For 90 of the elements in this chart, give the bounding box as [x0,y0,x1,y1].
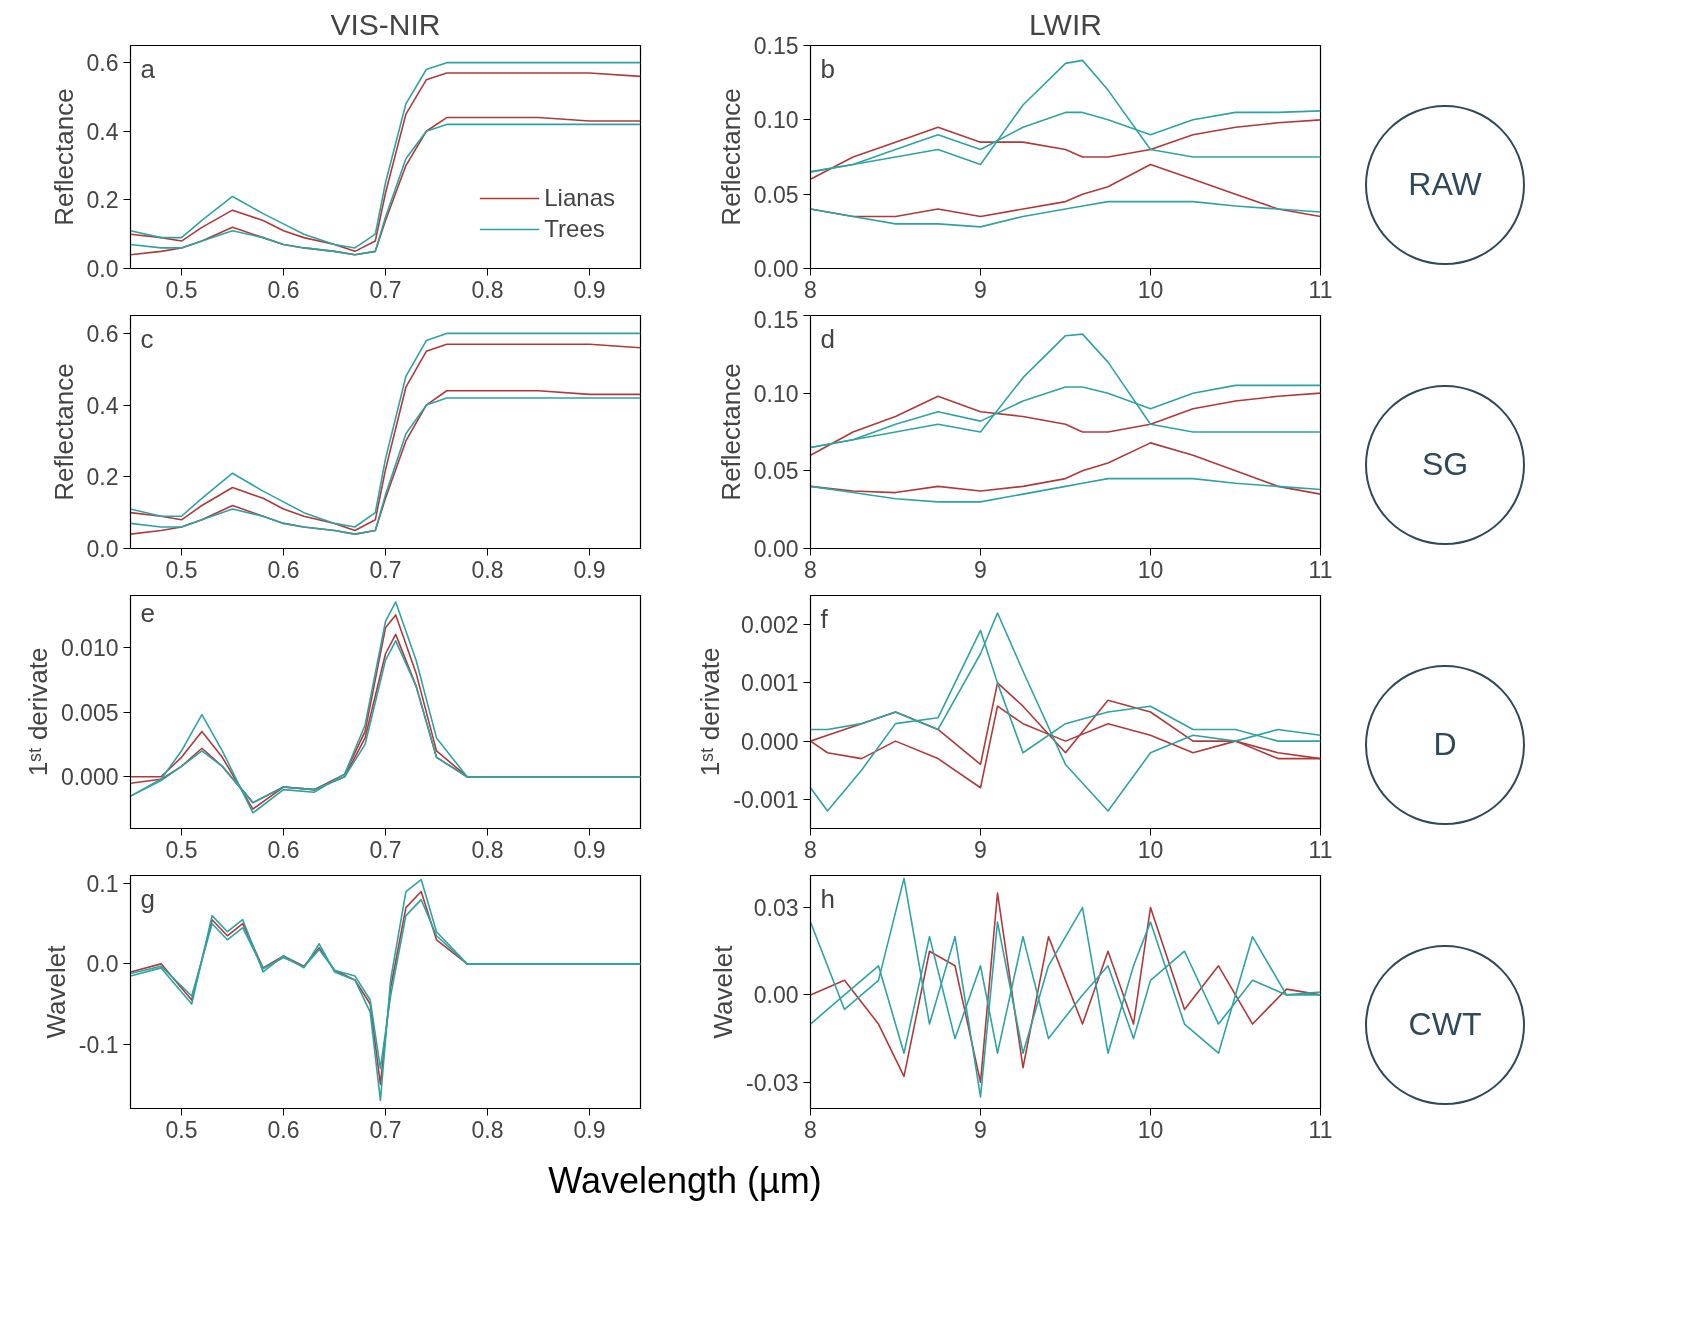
y-tick-label: 0.00 [753,982,799,1009]
row-label: RAW [1365,105,1525,265]
y-tick-label: 0.000 [740,728,799,755]
x-tick-label: 8 [804,276,817,303]
x-tick-label: 8 [804,556,817,583]
annotation: d [820,323,835,354]
y-axis-title: Reflectance [715,363,746,501]
chart-title: LWIR [1029,7,1102,41]
x-tick-label: 0.8 [471,1116,504,1143]
x-tick-label: 9 [974,1116,987,1143]
y-tick-label: 0.2 [86,464,119,491]
chart-title: VIS-NIR [330,7,441,41]
y-tick-label: 0.03 [753,895,799,922]
y-tick-label: -0.03 [746,1069,799,1096]
annotation: h [820,883,835,914]
legend-label: Lianas [544,184,615,212]
y-axis-title: 1ˢᵗ derivate [695,647,726,777]
x-tick-label: 11 [1308,556,1333,583]
x-tick-label: 0.8 [471,556,504,583]
annotation: f [820,603,829,634]
y-tick-label: 0.2 [86,187,119,214]
x-tick-label: 11 [1308,276,1333,303]
x-axis-title: Wavelength (µm) [547,1159,823,1203]
x-tick-label: 0.5 [165,836,198,863]
y-tick-label: 0.000 [60,764,119,791]
x-tick-label: 0.5 [165,1116,198,1143]
x-tick-label: 11 [1308,1116,1333,1143]
x-tick-label: 0.7 [369,836,402,863]
y-tick-label: 0.002 [740,612,799,639]
annotation: g [140,883,155,914]
x-tick-label: 0.8 [471,276,504,303]
x-tick-label: 10 [1137,276,1164,303]
y-tick-label: 0.4 [86,392,119,419]
x-tick-label: 0.6 [267,276,300,303]
y-tick-label: 0.00 [753,256,799,282]
x-tick-label: 0.5 [165,556,198,583]
x-tick-label: 10 [1137,836,1164,863]
x-tick-label: 10 [1137,1116,1164,1143]
y-axis-title: Reflectance [48,363,79,501]
row-label: D [1365,665,1525,825]
y-tick-label: 0.005 [60,699,119,726]
x-tick-label: 0.9 [573,1116,606,1143]
annotation: c [140,323,154,354]
y-tick-label: 0.15 [753,33,799,59]
x-tick-label: 9 [974,836,987,863]
legend-label: Trees [544,215,605,243]
x-tick-label: 8 [804,1116,817,1143]
x-tick-label: 0.5 [165,276,198,303]
x-tick-label: 0.6 [267,836,300,863]
y-tick-label: -0.001 [733,786,799,813]
x-tick-label: 0.9 [573,556,606,583]
y-axis-title: Reflectance [715,88,746,226]
y-tick-label: 0.6 [86,50,119,77]
annotation: e [140,597,155,628]
x-tick-label: 0.6 [267,556,300,583]
y-axis-title: Wavelet [708,944,739,1039]
y-axis-title: Wavelet [40,944,71,1039]
annotation: b [820,53,835,84]
x-tick-label: 0.8 [471,836,504,863]
y-axis-title: 1ˢᵗ derivate [22,647,53,777]
x-tick-label: 0.6 [267,1116,300,1143]
y-tick-label: 0.0 [86,536,119,562]
y-tick-label: -0.1 [78,1031,119,1058]
row-label: SG [1365,385,1525,545]
y-tick-label: 0.010 [60,634,119,661]
y-tick-label: 0.05 [753,181,799,208]
x-tick-label: 0.9 [573,836,606,863]
y-tick-label: 0.0 [86,951,119,978]
y-tick-label: 0.10 [753,107,799,134]
y-tick-label: 0.00 [753,536,799,562]
y-tick-label: 0.05 [753,458,799,485]
x-tick-label: 11 [1308,836,1333,863]
x-tick-label: 0.9 [573,276,606,303]
x-tick-label: 9 [974,556,987,583]
x-tick-label: 9 [974,276,987,303]
row-label: CWT [1365,945,1525,1105]
y-tick-label: 0.15 [753,306,799,333]
y-tick-label: 0.001 [740,670,799,697]
y-tick-label: 0.10 [753,380,799,407]
y-tick-label: 0.1 [86,871,119,898]
y-tick-label: 0.6 [86,320,119,347]
x-tick-label: 8 [804,836,817,863]
x-tick-label: 0.7 [369,556,402,583]
annotation: a [140,53,156,84]
y-tick-label: 0.0 [86,256,119,282]
x-tick-label: 0.7 [369,276,402,303]
y-axis-title: Reflectance [48,88,79,226]
x-tick-label: 10 [1137,556,1164,583]
x-tick-label: 0.7 [369,1116,402,1143]
y-tick-label: 0.4 [86,118,119,145]
